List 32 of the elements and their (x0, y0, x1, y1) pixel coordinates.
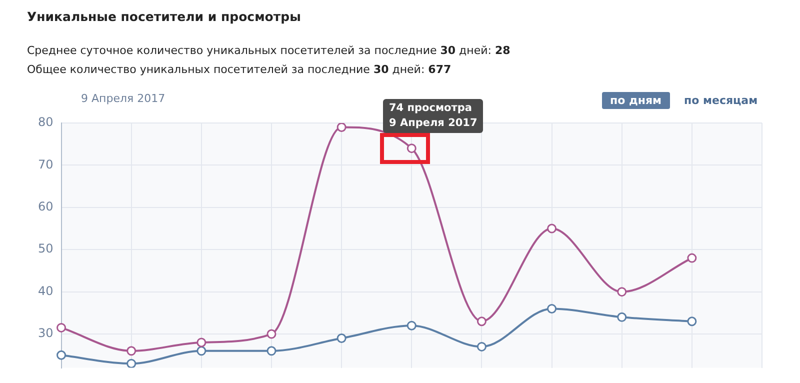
y-tick-label: 80 (38, 115, 54, 130)
point (266, 346, 276, 356)
point (687, 253, 697, 263)
point (406, 144, 416, 154)
y-tick-label: 50 (38, 242, 54, 256)
point (406, 320, 416, 330)
annotation: 74 просмотра 9 Апреля 2017 (383, 99, 484, 133)
point (687, 316, 697, 326)
point (266, 329, 276, 339)
point (196, 346, 206, 356)
y-tick-label: 30 (38, 326, 54, 340)
text: 9 Апреля 2017 (81, 92, 166, 105)
point (196, 338, 206, 348)
point (336, 334, 346, 344)
point (547, 304, 557, 314)
point (547, 224, 557, 234)
text: по дням (602, 92, 670, 109)
point (336, 123, 346, 132)
point (126, 358, 136, 368)
chart-title: Уникальные посетители и просмотры (27, 9, 301, 24)
y-tick-label: 60 (38, 200, 54, 214)
point (617, 287, 627, 297)
y-tick-label: 70 (38, 157, 54, 172)
text: по месяцам (684, 94, 758, 107)
y-tick-label: 40 (38, 284, 54, 298)
point (126, 346, 136, 356)
point (617, 312, 627, 322)
point (56, 322, 66, 332)
point (476, 342, 486, 352)
point (476, 316, 486, 326)
point (56, 350, 66, 360)
text: Среднее суточное количество уникальных посетителей за последние 30 дней: 28 Общее количество уникальных посетителей за последние 30 дней: 677 (27, 44, 510, 76)
